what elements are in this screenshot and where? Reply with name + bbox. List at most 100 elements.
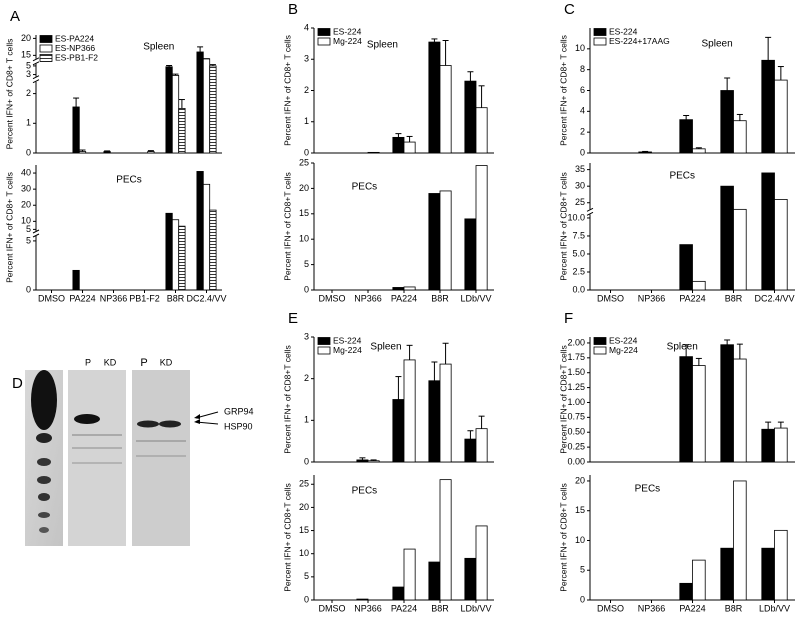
bar [720,344,734,463]
legend-label: Mg-224 [333,345,362,355]
bar [464,80,477,154]
bar [392,586,405,601]
bar [733,208,747,291]
bar [103,151,111,154]
legend-swatch [39,54,53,62]
y-tick-label: 20 [299,502,309,512]
axis-break [586,211,594,216]
y-tick-label: 5 [304,571,309,581]
bar [428,41,441,154]
y-tick-label: 15 [21,50,31,60]
y-tick-label: 10 [21,216,31,226]
legend-swatch [317,28,331,36]
bar [638,151,652,154]
lane-label: KD [104,357,117,367]
x-tick-label: PA224 [391,603,417,613]
blot-band [72,434,122,436]
y-tick-label: 10 [299,234,309,244]
bar [692,365,706,463]
bar [165,212,173,291]
blot-band [72,462,122,464]
y-axis-label: Percent IFN+ of CD8+T cells [282,172,292,281]
blot-band [72,447,122,449]
legend-swatch [317,337,331,345]
bar [774,79,788,154]
ladder-band [38,512,50,518]
blot-band [137,420,159,428]
y-tick-label: 1.75 [567,352,585,362]
panel-label: E [288,310,298,327]
bar [475,428,488,463]
y-tick-label: 3 [304,54,309,64]
y-axis-label: Percent IFN+ of CD8+ T cells [4,172,14,283]
y-tick-label: 0.0 [572,284,585,294]
bar [202,183,211,291]
blot-panel: D P KD P KD GRP94 HSP90 [12,219,254,546]
bar [147,151,155,154]
y-tick-label: 4 [304,22,309,32]
bar [78,151,87,154]
bar [209,209,217,291]
y-axis-label: Percent IFN+ of CD8+ T cells [282,35,292,146]
panel-label: F [564,310,573,327]
bar [464,557,477,601]
bar [679,119,693,154]
bar [439,363,452,463]
ladder-band [37,458,51,466]
axis-break [32,229,40,234]
x-tick-label: DMSO [597,603,624,613]
spacer [74,219,100,229]
y-tick-label: 0.50 [567,427,585,437]
legend-label: ES-PA224 [55,33,94,43]
bar [403,141,416,154]
x-tick-label: DMSO [319,603,346,613]
legend-label: Mg-224 [333,36,362,46]
y-tick-label: 3 [304,331,309,341]
legend-swatch [317,346,331,355]
ladder-band [37,476,51,484]
x-tick-label: LDb/VV [460,603,491,613]
bar [428,561,441,601]
y-tick-label: 5 [26,224,31,234]
axis-break [32,233,40,238]
bar [428,380,441,463]
annotation: Spleen [702,39,733,50]
bar [475,525,488,601]
ladder-band [39,527,49,533]
legend-label: ES-224+17AAG [609,36,670,46]
x-tick-label: NP366 [354,603,382,613]
panel-label: D [12,375,23,392]
y-tick-label: 5 [580,565,585,575]
x-tick-label: DMSO [597,293,624,303]
y-tick-label: 20 [21,33,31,43]
y-tick-label: 40 [21,167,31,177]
y-tick-label: 5 [26,60,31,70]
y-tick-label: 1.00 [567,397,585,407]
y-tick-label: 10 [575,43,585,53]
x-tick-label: PA224 [679,293,705,303]
bar [439,479,452,601]
bar [692,559,706,601]
bar [720,185,734,291]
legend-label: ES-NP366 [55,43,95,53]
legend-label: ES-224 [333,335,362,345]
y-axis-label: Percent IFN+ of CD8+ T cells [558,35,568,146]
x-tick-label: DMSO [38,293,65,303]
y-tick-label: 15 [299,525,309,535]
annotation: PECs [669,171,695,182]
blot-band [159,420,181,428]
bar [367,460,380,463]
y-tick-label: 8 [580,64,585,74]
x-tick-label: DC2.4/VV [186,293,226,303]
bar [733,120,747,154]
y-tick-label: 0.00 [567,456,585,466]
y-tick-label: 2.00 [567,337,585,347]
blot-band [136,455,186,457]
arrow-head [194,419,200,424]
y-tick-label: 2 [26,88,31,98]
annotation: PECs [352,486,378,497]
x-tick-label: PA224 [391,293,417,303]
y-tick-label: 25 [575,197,585,207]
y-tick-label: 10 [575,535,585,545]
panel-label: A [10,8,20,25]
